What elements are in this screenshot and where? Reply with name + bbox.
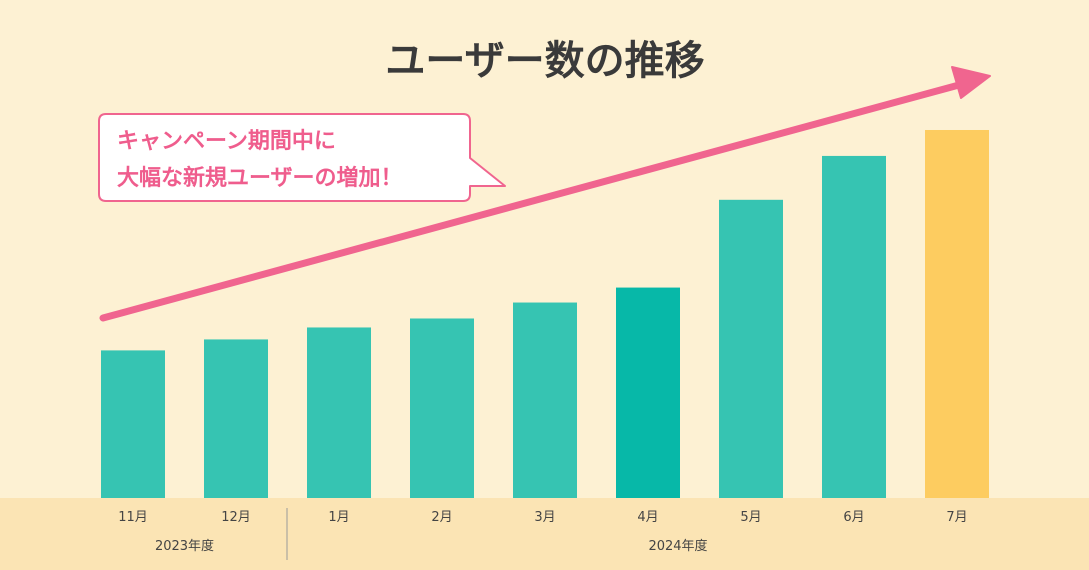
bar-6月 (822, 155, 886, 498)
x-tick-label: 4月 (637, 510, 658, 525)
bar-3月 (513, 302, 577, 498)
x-tick-label: 2月 (431, 510, 452, 525)
x-tick-label: 6月 (843, 510, 864, 525)
x-tick-label: 7月 (946, 510, 967, 525)
chart-title: ユーザー数の推移 (385, 38, 704, 84)
bar-11月 (101, 350, 165, 498)
x-tick-label: 1月 (328, 510, 349, 525)
callout-text-line1: キャンペーン期間中に (117, 129, 336, 154)
callout-bubble (98, 113, 506, 202)
trend-arrow-shaft (99, 78, 974, 322)
bar-series (101, 129, 989, 498)
x-tick-label: 11月 (118, 510, 148, 525)
x-axis-band (0, 498, 1089, 570)
bar-5月 (719, 199, 783, 498)
bar-7月 (925, 129, 989, 498)
year-group-label-2023: 2023年度 (155, 538, 214, 554)
x-tick-label: 3月 (534, 510, 555, 525)
bar-4月 (616, 287, 680, 498)
bar-2月 (410, 318, 474, 498)
x-tick-label: 12月 (221, 510, 251, 525)
x-tick-labels: 11月 12月 1月 2月 3月 4月 5月 6月 7月 (118, 510, 967, 525)
bar-1月 (307, 327, 371, 498)
year-group-label-2024: 2024年度 (648, 538, 707, 554)
annotation-callout: キャンペーン期間中に 大幅な新規ユーザーの増加！ (98, 113, 506, 202)
callout-text-line2: 大幅な新規ユーザーの増加！ (117, 165, 403, 191)
trend-arrow-head-icon (951, 66, 991, 99)
x-tick-label: 5月 (740, 510, 761, 525)
bar-12月 (204, 339, 268, 498)
